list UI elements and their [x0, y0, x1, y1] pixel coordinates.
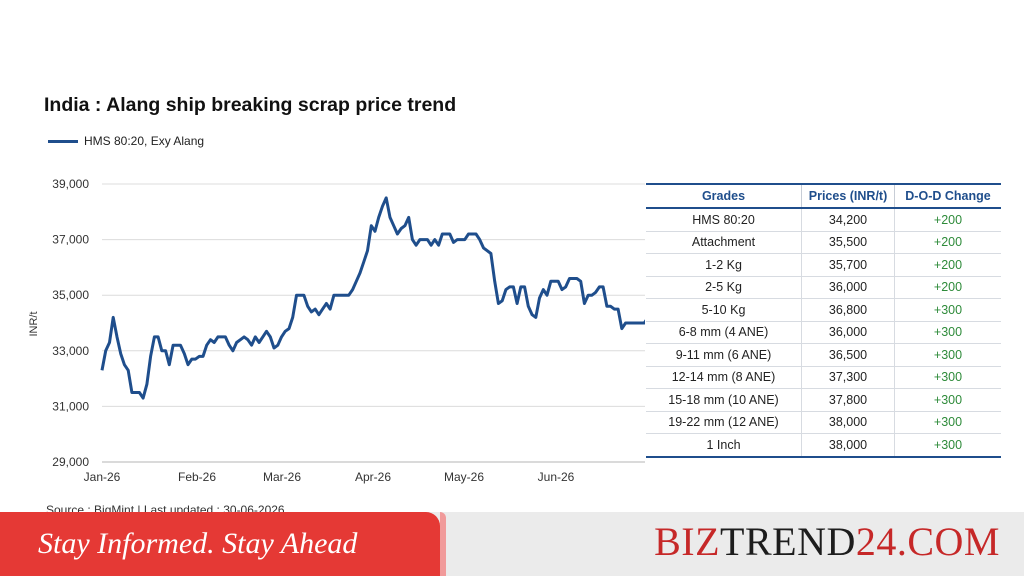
series-layer [100, 196, 645, 400]
cell-dod-change: +300 [894, 343, 1001, 367]
table-row: 5-10 Kg 36,800 +300 [646, 298, 1001, 322]
tagline-panel: Stay Informed. Stay Ahead [0, 512, 446, 576]
cell-grade: 5-10 Kg [646, 298, 802, 322]
x-tick-label: Apr-26 [355, 470, 391, 484]
cell-price: 34,200 [801, 208, 895, 232]
cell-dod-change: +300 [894, 433, 1001, 458]
y-tick-label: 37,000 [52, 233, 89, 247]
cell-grade: 6-8 mm (4 ANE) [646, 321, 802, 344]
x-tick-label: Jan-26 [84, 470, 121, 484]
brand-part-biz: BIZ [654, 519, 721, 564]
table-row: 1 Inch 38,000 +300 [646, 433, 1001, 458]
cell-dod-change: +300 [894, 411, 1001, 434]
cell-grade: 9-11 mm (6 ANE) [646, 343, 802, 367]
cell-grade: 15-18 mm (10 ANE) [646, 388, 802, 412]
table-row: Attachment 35,500 +200 [646, 231, 1001, 254]
cell-dod-change: +300 [894, 366, 1001, 389]
cell-price: 35,500 [801, 231, 895, 254]
cell-grade: 1-2 Kg [646, 253, 802, 277]
cell-price: 38,000 [801, 411, 895, 434]
cell-dod-change: +200 [894, 231, 1001, 254]
x-tick-label: Feb-26 [178, 470, 216, 484]
cell-price: 37,800 [801, 388, 895, 412]
cell-price: 38,000 [801, 433, 895, 458]
header-grades: Grades [646, 183, 802, 209]
cell-dod-change: +200 [894, 276, 1001, 299]
header-dod-change: D-O-D Change [894, 183, 1001, 209]
footer-banner: Stay Informed. Stay Ahead BIZTREND24.COM [0, 512, 1024, 576]
table-header-row: Grades Prices (INR/t) D-O-D Change [646, 183, 1001, 209]
line-chart: 29,000 31,000 33,000 35,000 37,000 39,000 Jan… [28, 177, 645, 484]
y-tick-label: 39,000 [52, 177, 89, 191]
tagline: Stay Informed. Stay Ahead [38, 527, 358, 560]
table-row: 9-11 mm (6 ANE) 36,500 +300 [646, 343, 1001, 367]
cell-dod-change: +200 [894, 253, 1001, 277]
header-prices: Prices (INR/t) [801, 183, 895, 209]
price-table: Grades Prices (INR/t) D-O-D Change HMS 8… [646, 183, 1001, 458]
cell-dod-change: +300 [894, 298, 1001, 322]
cell-grade: 2-5 Kg [646, 276, 802, 299]
table-row: 15-18 mm (10 ANE) 37,800 +300 [646, 388, 1001, 412]
chart-legend: HMS 80:20, Exy Alang [48, 134, 204, 148]
chart-title: India : Alang ship breaking scrap price … [44, 94, 457, 116]
y-tick-label: 33,000 [52, 344, 89, 358]
cell-price: 36,000 [801, 321, 895, 344]
brand-logo[interactable]: BIZTREND24.COM [654, 518, 1000, 565]
series-line [100, 196, 645, 400]
x-tick-label: Mar-26 [263, 470, 301, 484]
cell-dod-change: +200 [894, 208, 1001, 232]
table-row: 1-2 Kg 35,700 +200 [646, 253, 1001, 277]
cell-grade: 12-14 mm (8 ANE) [646, 366, 802, 389]
y-axis-ticks: 29,000 31,000 33,000 35,000 37,000 39,000 [52, 177, 89, 469]
table-row: HMS 80:20 34,200 +200 [646, 208, 1001, 232]
table-row: 2-5 Kg 36,000 +200 [646, 276, 1001, 299]
brand-part-domain: 24.COM [855, 519, 1000, 564]
cell-price: 36,000 [801, 276, 895, 299]
table-row: 19-22 mm (12 ANE) 38,000 +300 [646, 411, 1001, 434]
table-row: 6-8 mm (4 ANE) 36,000 +300 [646, 321, 1001, 344]
cell-grade: HMS 80:20 [646, 208, 802, 232]
y-tick-label: 31,000 [52, 399, 89, 413]
cell-grade: 1 Inch [646, 433, 802, 458]
x-axis-ticks: Jan-26 Feb-26 Mar-26 Apr-26 May-26 Jun-26 [84, 470, 575, 484]
cell-price: 36,500 [801, 343, 895, 367]
legend-label: HMS 80:20, Exy Alang [84, 134, 205, 148]
cell-dod-change: +300 [894, 388, 1001, 412]
cell-grade: 19-22 mm (12 ANE) [646, 411, 802, 434]
cell-dod-change: +300 [894, 321, 1001, 344]
table-body: HMS 80:20 34,200 +200 Attachment 35,500 +200 1… [646, 208, 1001, 458]
cell-price: 36,800 [801, 298, 895, 322]
cell-grade: Attachment [646, 231, 802, 254]
x-tick-label: May-26 [444, 470, 484, 484]
x-tick-label: Jun-26 [538, 470, 575, 484]
table-row: 12-14 mm (8 ANE) 37,300 +300 [646, 366, 1001, 389]
legend-swatch [48, 139, 78, 143]
y-tick-label: 35,000 [52, 288, 89, 302]
cell-price: 35,700 [801, 253, 895, 277]
y-tick-label: 29,000 [52, 455, 89, 469]
y-axis-label: INR/t [28, 311, 40, 336]
brand-part-trend: TREND [720, 519, 856, 564]
chart-gridlines [102, 183, 645, 463]
cell-price: 37,300 [801, 366, 895, 389]
